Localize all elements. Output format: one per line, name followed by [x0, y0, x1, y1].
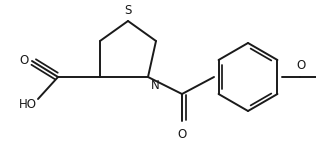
Text: O: O	[19, 53, 29, 66]
Text: N: N	[151, 79, 160, 92]
Text: S: S	[124, 4, 132, 17]
Text: O: O	[296, 59, 306, 72]
Text: O: O	[177, 128, 187, 141]
Text: HO: HO	[19, 98, 37, 111]
